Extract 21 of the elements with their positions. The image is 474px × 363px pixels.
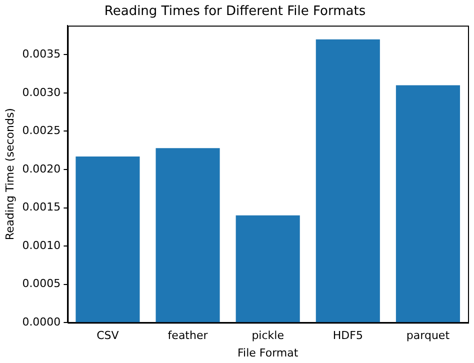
y-tick-label: 0.0020 xyxy=(22,162,61,176)
bar xyxy=(396,85,460,322)
y-tick-label: 0.0015 xyxy=(22,200,61,214)
y-tick-label: 0.0035 xyxy=(22,48,61,61)
bar xyxy=(76,156,140,322)
x-tick-label: feather xyxy=(168,329,208,342)
x-tick-label: HDF5 xyxy=(332,329,363,342)
y-axis-title: Reading Time (seconds) xyxy=(3,108,16,240)
y-tick-label: 0.0010 xyxy=(22,238,61,252)
chart-title: Reading Times for Different File Formats xyxy=(104,4,366,20)
x-axis-title: File Format xyxy=(238,346,299,360)
x-tick-label: CSV xyxy=(96,329,120,342)
y-tick-label: 0.0025 xyxy=(22,124,61,138)
bar xyxy=(156,148,220,322)
bar xyxy=(236,215,300,322)
y-tick-label: 0.0030 xyxy=(22,86,61,99)
x-tick-label: parquet xyxy=(406,329,450,342)
y-tick-label: 0.0005 xyxy=(22,277,61,290)
bar xyxy=(316,39,380,322)
y-tick-label: 0.0000 xyxy=(22,315,61,328)
x-tick-label: pickle xyxy=(252,329,284,342)
